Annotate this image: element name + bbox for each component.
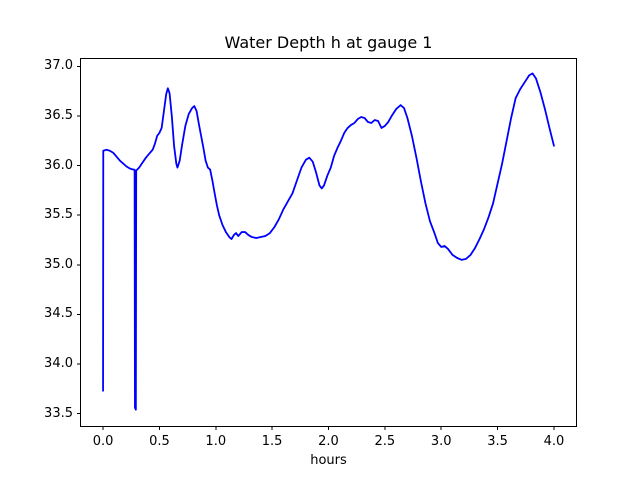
x-tick-label: 2.0 — [318, 434, 339, 449]
chart-title: Water Depth h at gauge 1 — [224, 33, 433, 52]
water-depth-line — [102, 72, 555, 411]
x-tick-label: 4.0 — [543, 434, 565, 449]
y-tick-label: 36.0 — [44, 157, 73, 173]
y-tick-label: 37.0 — [44, 58, 73, 74]
x-tick-label: 0.5 — [149, 434, 170, 449]
x-axis-label: hours — [310, 453, 347, 468]
x-tick-label: 1.0 — [205, 434, 227, 449]
y-tick-label: 33.5 — [44, 405, 73, 421]
x-tick-label: 2.5 — [374, 434, 396, 449]
y-tick-label: 35.0 — [44, 256, 73, 272]
x-tick-label: 3.5 — [487, 434, 508, 449]
y-tick-label: 34.5 — [44, 306, 73, 322]
y-tick-label: 35.5 — [44, 207, 73, 223]
x-tick-label: 1.5 — [261, 434, 283, 449]
x-tick-label: 3.0 — [430, 434, 452, 449]
x-tick-label: 0.0 — [92, 434, 114, 449]
y-tick-label: 34.0 — [44, 356, 73, 371]
y-tick-label: 36.5 — [44, 108, 73, 124]
plot-frame — [80, 58, 577, 427]
